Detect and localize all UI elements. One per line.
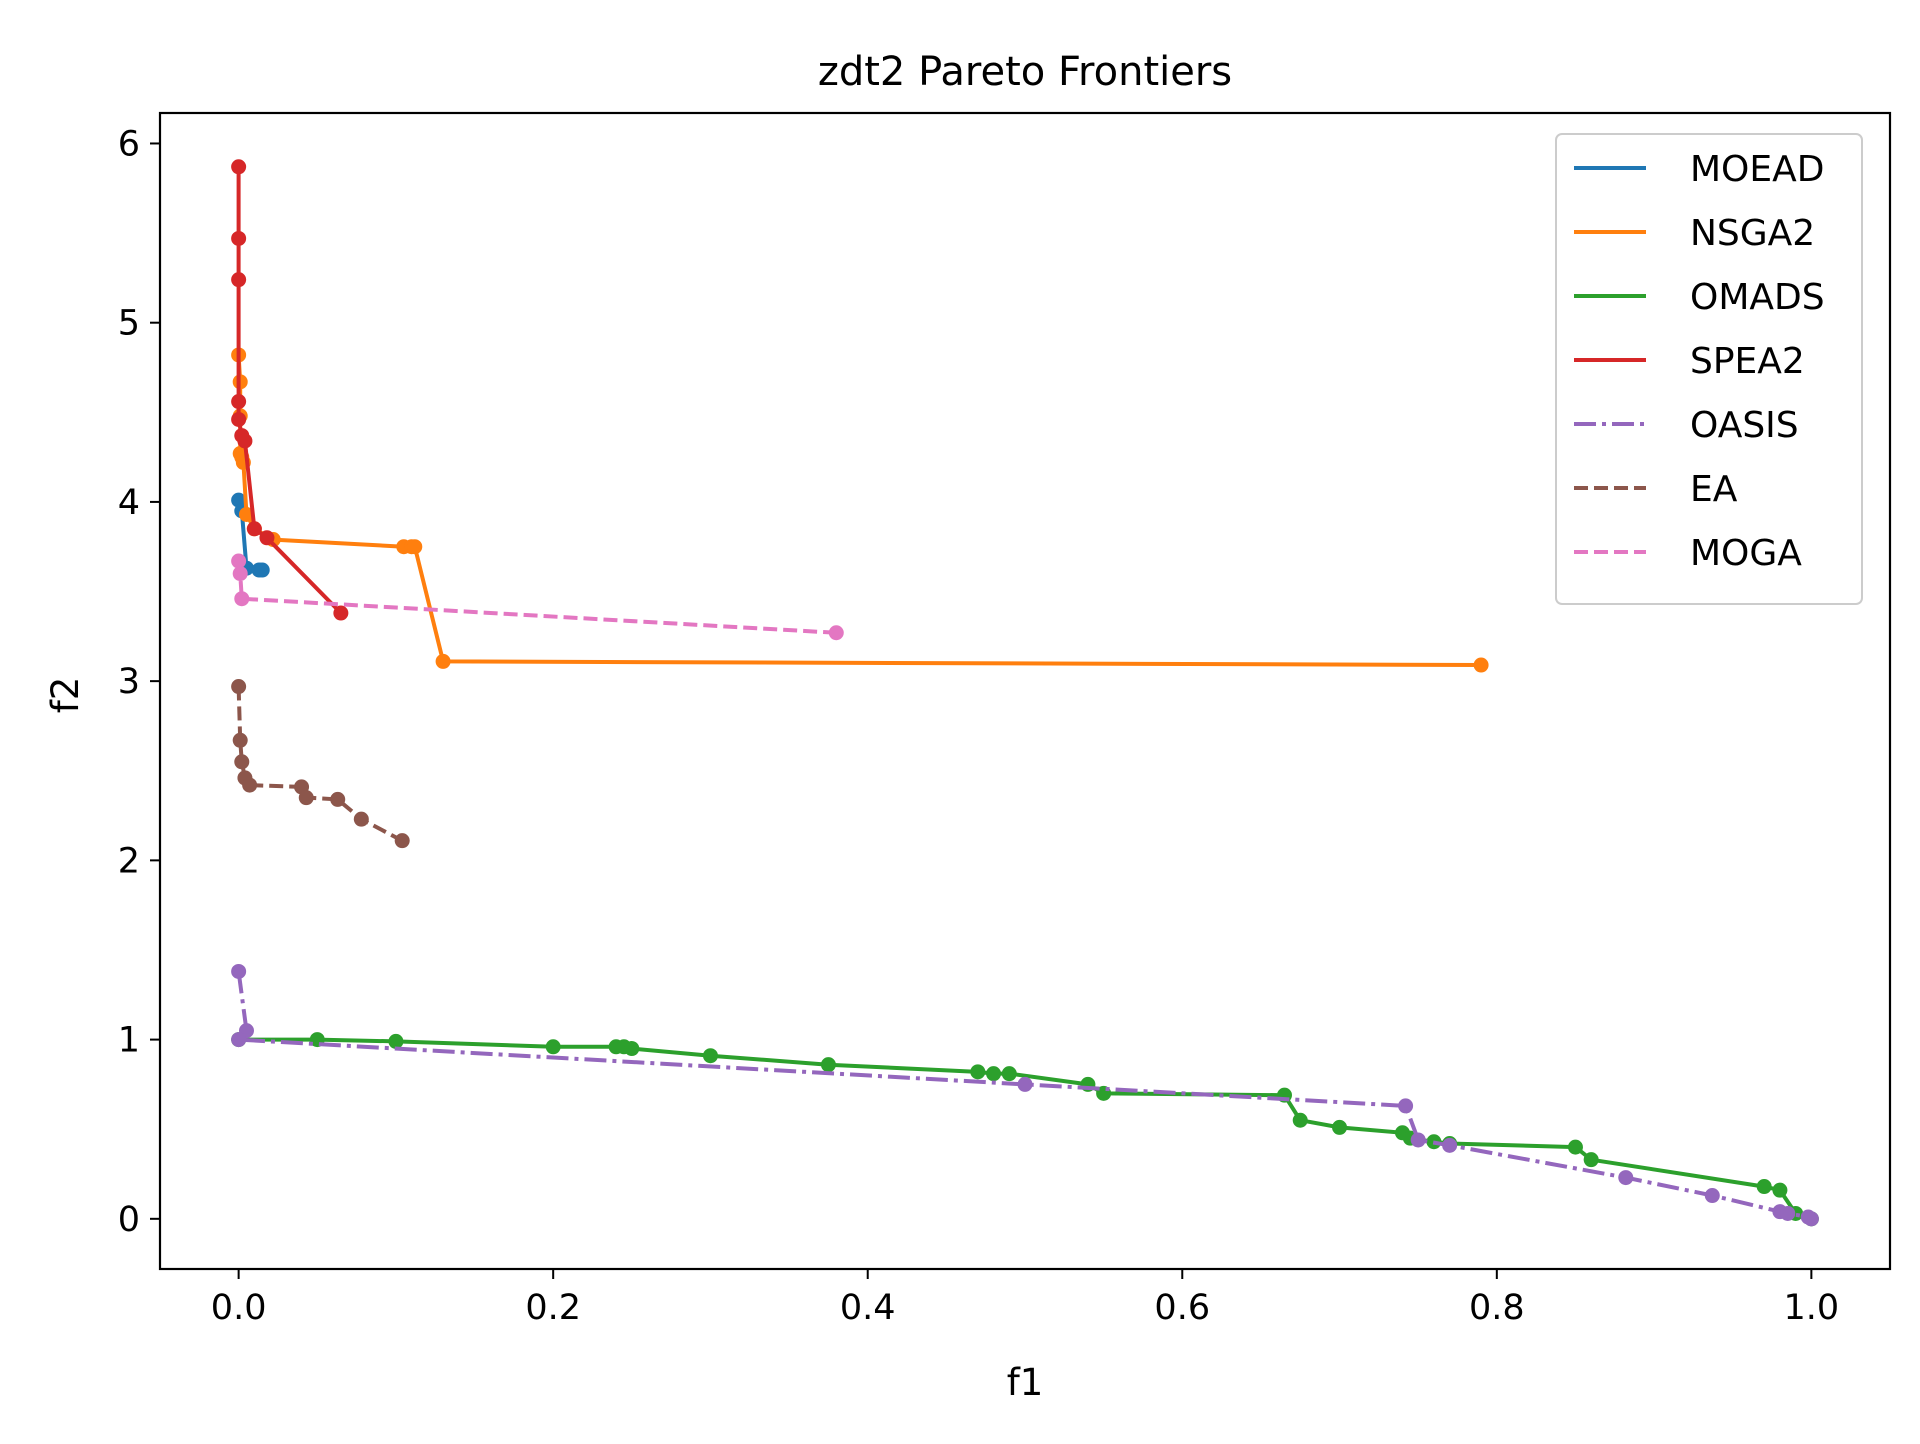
data-point-ea	[234, 754, 250, 770]
series-moga	[231, 553, 844, 641]
x-tick-label: 0.2	[525, 1288, 581, 1328]
legend-item-moead: MOEAD	[1574, 149, 1825, 190]
y-tick-label: 4	[118, 483, 140, 523]
data-point-spea2	[231, 272, 247, 288]
series-line-ea	[236, 686, 404, 843]
data-point-oasis	[1442, 1137, 1458, 1153]
data-point-oasis	[1398, 1098, 1414, 1114]
chart-title: zdt2 Pareto Frontiers	[818, 49, 1232, 95]
data-point-ea	[231, 679, 247, 695]
data-point-spea2	[231, 411, 247, 427]
x-tick-label: 0.0	[211, 1288, 267, 1328]
series-line-spea2	[236, 166, 343, 615]
data-point-spea2	[259, 530, 275, 546]
data-point-spea2	[237, 433, 253, 449]
data-point-moead	[254, 562, 270, 578]
data-point-oasis	[1618, 1170, 1634, 1186]
legend-label-oasis: OASIS	[1690, 405, 1799, 446]
legend-label-ea: EA	[1690, 469, 1738, 510]
data-point-ea	[330, 791, 346, 807]
data-point-omads	[1772, 1182, 1788, 1198]
y-tick-label: 2	[118, 841, 140, 881]
data-point-ea	[298, 790, 314, 806]
legend-item-ea: EA	[1574, 469, 1738, 510]
y-tick-label: 5	[118, 304, 140, 344]
data-point-oasis	[231, 1032, 247, 1048]
data-point-ea	[353, 811, 369, 827]
data-point-omads	[545, 1039, 561, 1055]
data-point-spea2	[231, 394, 247, 410]
data-point-omads	[1332, 1119, 1348, 1135]
y-tick-label: 1	[118, 1021, 140, 1061]
data-point-ea	[242, 777, 258, 793]
y-tick-label: 6	[118, 124, 140, 164]
data-point-spea2	[246, 521, 262, 537]
legend-label-moead: MOEAD	[1690, 149, 1825, 190]
legend-item-moga: MOGA	[1574, 533, 1802, 574]
data-point-omads	[1567, 1139, 1583, 1155]
x-tick-label: 0.6	[1154, 1288, 1210, 1328]
legend-label-nsga2: NSGA2	[1690, 213, 1815, 254]
data-point-omads	[820, 1057, 836, 1073]
y-axis-label: f2	[44, 677, 87, 714]
legend-item-nsga2: NSGA2	[1574, 213, 1815, 254]
x-tick-label: 1.0	[1784, 1288, 1840, 1328]
series-oasis	[231, 963, 1819, 1227]
y-axis-ticks: 0 1 2 3 4 5 6	[118, 124, 160, 1240]
legend-item-spea2: SPEA2	[1574, 341, 1805, 382]
data-point-omads	[624, 1041, 640, 1057]
series-spea2	[231, 159, 349, 621]
data-point-oasis	[1410, 1132, 1426, 1148]
data-point-spea2	[231, 230, 247, 246]
data-point-moga	[234, 591, 250, 607]
data-point-omads	[388, 1033, 404, 1049]
legend-label-omads: OMADS	[1690, 277, 1825, 318]
data-point-omads	[970, 1064, 986, 1080]
data-point-ea	[394, 833, 410, 849]
data-point-omads	[1756, 1179, 1772, 1195]
legend-label-moga: MOGA	[1690, 533, 1802, 574]
data-point-omads	[1292, 1112, 1308, 1128]
data-point-oasis	[231, 963, 247, 979]
data-point-moga	[232, 566, 248, 582]
data-point-moga	[828, 625, 844, 641]
y-tick-label: 3	[118, 662, 140, 702]
data-point-oasis	[1780, 1205, 1796, 1221]
series-ea	[231, 679, 410, 849]
plot-series	[231, 159, 1819, 1227]
x-axis-label: f1	[1007, 1361, 1044, 1404]
legend-item-omads: OMADS	[1574, 277, 1825, 318]
data-point-spea2	[333, 605, 349, 621]
data-point-omads	[702, 1048, 718, 1064]
data-point-nsga2	[407, 539, 423, 555]
legend-label-spea2: SPEA2	[1690, 341, 1805, 382]
data-point-oasis	[1704, 1188, 1720, 1204]
data-point-oasis	[1803, 1211, 1819, 1227]
plot-area-frame	[158, 111, 1892, 1271]
x-tick-label: 0.8	[1469, 1288, 1525, 1328]
x-tick-label: 0.4	[840, 1288, 896, 1328]
x-axis-ticks: 0.0 0.2 0.4 0.6 0.8 1.0	[211, 1269, 1839, 1328]
data-point-omads	[1583, 1152, 1599, 1168]
legend: MOEAD NSGA2 OMADS SPEA2 OASIS EA MOGA	[1555, 133, 1863, 605]
legend-box	[1555, 133, 1863, 605]
data-point-omads	[1001, 1066, 1017, 1082]
data-point-spea2	[231, 159, 247, 175]
data-point-moga	[231, 553, 247, 569]
y-tick-label: 0	[118, 1200, 140, 1240]
legend-item-oasis: OASIS	[1574, 405, 1799, 446]
data-point-omads	[986, 1066, 1002, 1082]
data-point-ea	[232, 732, 248, 748]
data-point-nsga2	[1473, 657, 1489, 673]
data-point-nsga2	[239, 506, 254, 522]
data-point-nsga2	[435, 653, 451, 669]
data-point-oasis	[1017, 1076, 1033, 1092]
